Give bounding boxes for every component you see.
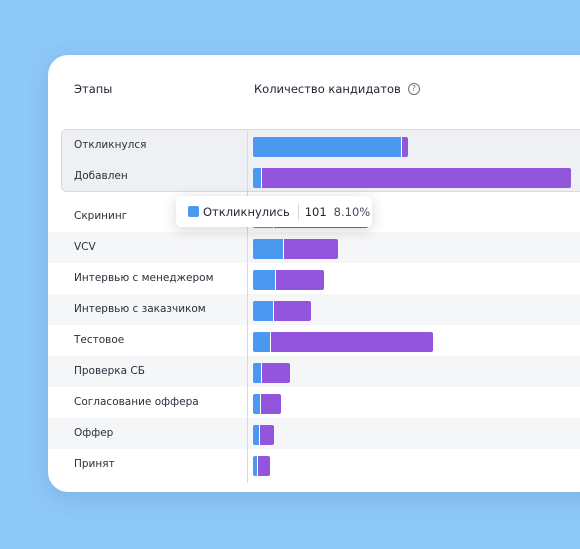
responded-bar-segment[interactable] xyxy=(253,270,275,290)
other-bar-segment[interactable] xyxy=(275,270,324,290)
candidates-count-column-header: Количество кандидатов ? xyxy=(254,82,420,96)
stage-label: Проверка СБ xyxy=(74,365,145,377)
stage-row[interactable]: Интервью с менеджером xyxy=(48,263,580,294)
stage-label: Согласование оффера xyxy=(74,396,199,408)
column-divider xyxy=(247,131,248,483)
stage-label: Интервью с заказчиком xyxy=(74,303,206,315)
other-bar-segment[interactable] xyxy=(273,301,311,321)
funnel-card: Этапы Количество кандидатов ? Откликнулс… xyxy=(48,55,580,492)
stage-row[interactable]: Добавлен xyxy=(48,161,580,192)
stage-label: Интервью с менеджером xyxy=(74,272,214,284)
stage-row[interactable]: Проверка СБ xyxy=(48,356,580,387)
stage-bar[interactable] xyxy=(253,168,571,188)
other-bar-segment[interactable] xyxy=(260,394,281,414)
stage-bar[interactable] xyxy=(253,425,274,445)
stage-label: VCV xyxy=(74,241,96,253)
stage-row[interactable]: Согласование оффера xyxy=(48,387,580,418)
stage-bar[interactable] xyxy=(253,394,281,414)
candidates-count-label: Количество кандидатов xyxy=(254,82,401,96)
stage-label: Оффер xyxy=(74,427,114,439)
other-bar-segment[interactable] xyxy=(257,456,270,476)
tooltip-separator xyxy=(297,203,299,220)
responded-bar-segment[interactable] xyxy=(253,394,260,414)
stage-bar[interactable] xyxy=(253,301,311,321)
stage-label: Добавлен xyxy=(74,170,128,182)
stage-bar[interactable] xyxy=(253,456,270,476)
stage-row[interactable]: Откликнулся xyxy=(48,130,580,161)
responded-bar-segment[interactable] xyxy=(253,168,261,188)
stage-row[interactable]: Тестовое xyxy=(48,325,580,356)
stage-bar[interactable] xyxy=(253,332,433,352)
stage-label: Скрининг xyxy=(74,210,128,222)
stage-bar[interactable] xyxy=(253,363,290,383)
other-bar-segment[interactable] xyxy=(270,332,433,352)
stage-bar[interactable] xyxy=(253,137,408,157)
other-bar-segment[interactable] xyxy=(283,239,338,259)
stage-label: Принят xyxy=(74,458,115,470)
responded-bar-segment[interactable] xyxy=(253,363,261,383)
responded-legend-swatch xyxy=(188,206,199,217)
other-bar-segment[interactable] xyxy=(261,363,290,383)
responded-bar-segment[interactable] xyxy=(253,239,283,259)
tooltip-series-name: Откликнулись xyxy=(203,204,290,219)
stage-label: Откликнулся xyxy=(74,139,147,151)
tooltip-percent: 8.10% xyxy=(333,204,371,219)
stage-bar[interactable] xyxy=(253,270,324,290)
responded-bar-segment[interactable] xyxy=(253,332,270,352)
stage-row[interactable]: VCV xyxy=(48,232,580,263)
responded-bar-segment[interactable] xyxy=(253,301,273,321)
stage-label: Тестовое xyxy=(74,334,125,346)
tooltip-value: 101 xyxy=(304,204,327,219)
responded-bar-segment[interactable] xyxy=(253,456,257,476)
responded-bar-segment[interactable] xyxy=(253,137,401,157)
stage-row[interactable]: Принят xyxy=(48,449,580,480)
stage-bar[interactable] xyxy=(253,239,338,259)
other-bar-segment[interactable] xyxy=(261,168,571,188)
question-circle-icon[interactable]: ? xyxy=(407,83,420,95)
other-bar-segment[interactable] xyxy=(401,137,408,157)
other-bar-segment[interactable] xyxy=(259,425,274,445)
stage-row[interactable]: Интервью с заказчиком xyxy=(48,294,580,325)
stage-row[interactable]: Оффер xyxy=(48,418,580,449)
stages-column-header: Этапы xyxy=(74,82,113,96)
responded-bar-segment[interactable] xyxy=(253,425,259,445)
bar-tooltip: Откликнулись 101 8.10% xyxy=(176,196,372,227)
